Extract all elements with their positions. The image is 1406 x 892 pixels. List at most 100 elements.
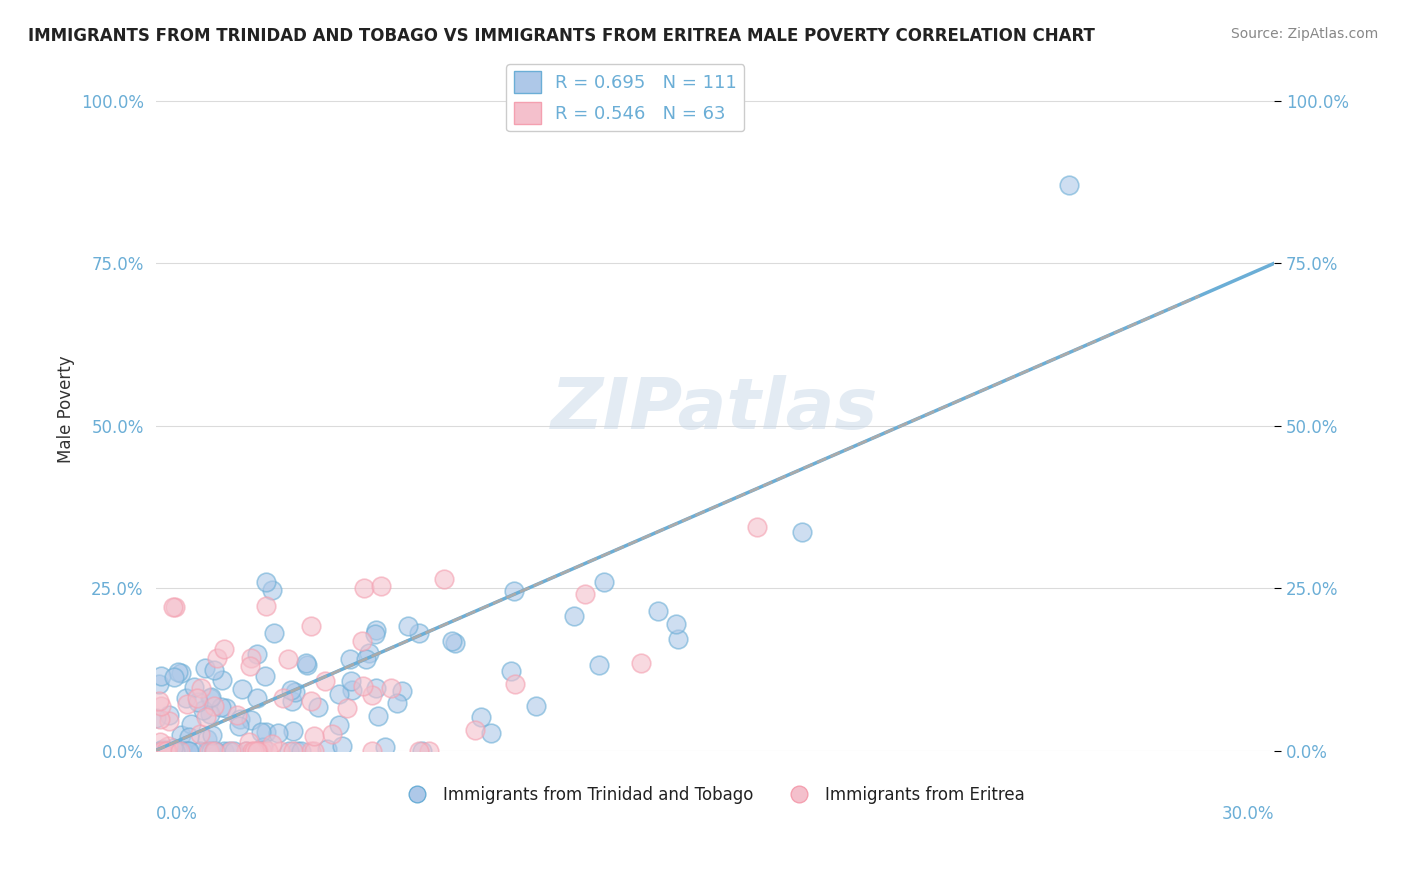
Point xyxy=(328,718,350,732)
Point xyxy=(183,680,205,694)
Point xyxy=(370,579,392,593)
Point xyxy=(153,743,176,757)
Point xyxy=(155,743,177,757)
Point xyxy=(502,584,524,599)
Point xyxy=(314,674,336,689)
Point xyxy=(481,725,503,739)
Point xyxy=(336,701,359,715)
Point xyxy=(235,743,257,757)
Point xyxy=(647,604,669,618)
Point xyxy=(202,698,225,713)
Point xyxy=(246,647,269,661)
Point xyxy=(330,739,353,753)
Point xyxy=(360,743,382,757)
Point xyxy=(316,742,339,756)
Text: ZIPatlas: ZIPatlas xyxy=(551,375,879,444)
Point xyxy=(170,728,193,742)
Point xyxy=(357,646,380,660)
Point xyxy=(630,657,652,671)
Point xyxy=(198,706,221,721)
Point xyxy=(367,708,389,723)
Point xyxy=(195,731,218,746)
Point xyxy=(340,682,363,697)
Point xyxy=(172,743,194,757)
Point xyxy=(262,737,284,751)
Point xyxy=(149,699,172,714)
Point xyxy=(226,708,249,723)
Point xyxy=(321,727,343,741)
Point xyxy=(380,681,402,695)
Point xyxy=(229,712,252,726)
Point xyxy=(167,665,190,680)
Point xyxy=(246,691,269,706)
Point xyxy=(339,674,361,689)
Point xyxy=(188,727,211,741)
Point xyxy=(374,739,396,754)
Point xyxy=(195,710,218,724)
Point xyxy=(149,712,172,726)
Point xyxy=(253,669,276,683)
Point xyxy=(366,623,388,637)
Point xyxy=(177,743,200,757)
Point xyxy=(155,743,177,757)
Point xyxy=(411,743,433,757)
Point xyxy=(202,664,225,678)
Point xyxy=(163,670,186,684)
Point xyxy=(284,685,307,699)
Point xyxy=(188,743,211,757)
Point xyxy=(280,694,302,708)
Point xyxy=(218,743,240,757)
Point xyxy=(246,743,269,757)
Point xyxy=(278,743,301,757)
Point xyxy=(177,730,200,744)
Point xyxy=(156,743,179,757)
Point xyxy=(167,743,190,757)
Point xyxy=(149,669,172,683)
Point xyxy=(1057,178,1080,193)
Point xyxy=(328,688,350,702)
Point xyxy=(163,743,186,757)
Point xyxy=(408,625,430,640)
Point xyxy=(432,572,454,586)
Point xyxy=(254,574,277,589)
Point xyxy=(361,689,384,703)
Point xyxy=(352,634,374,648)
Point xyxy=(204,743,226,757)
Point xyxy=(177,743,200,757)
Point xyxy=(235,743,257,757)
Point xyxy=(162,741,184,756)
Point xyxy=(295,658,318,673)
Y-axis label: Male Poverty: Male Poverty xyxy=(58,356,75,463)
Point xyxy=(790,525,813,540)
Point xyxy=(250,725,273,739)
Point xyxy=(205,651,228,665)
Point xyxy=(148,694,170,708)
Point xyxy=(228,718,250,732)
Point xyxy=(240,743,263,757)
Point xyxy=(160,743,183,757)
Point xyxy=(256,725,278,739)
Point xyxy=(155,743,177,757)
Point xyxy=(665,616,688,631)
Point xyxy=(299,694,322,708)
Point xyxy=(364,681,387,695)
Point xyxy=(148,743,170,757)
Point xyxy=(149,735,172,749)
Point xyxy=(243,743,266,757)
Point xyxy=(174,743,197,757)
Point xyxy=(157,714,180,728)
Point xyxy=(281,743,304,757)
Point xyxy=(239,650,262,665)
Point xyxy=(252,739,274,754)
Point xyxy=(441,633,464,648)
Point xyxy=(201,728,224,742)
Point xyxy=(190,681,212,695)
Point xyxy=(444,636,467,650)
Point xyxy=(212,641,235,656)
Point xyxy=(186,691,208,706)
Point xyxy=(224,743,246,757)
Point xyxy=(152,743,174,757)
Point xyxy=(148,676,170,690)
Point xyxy=(285,743,308,757)
Point xyxy=(202,743,225,757)
